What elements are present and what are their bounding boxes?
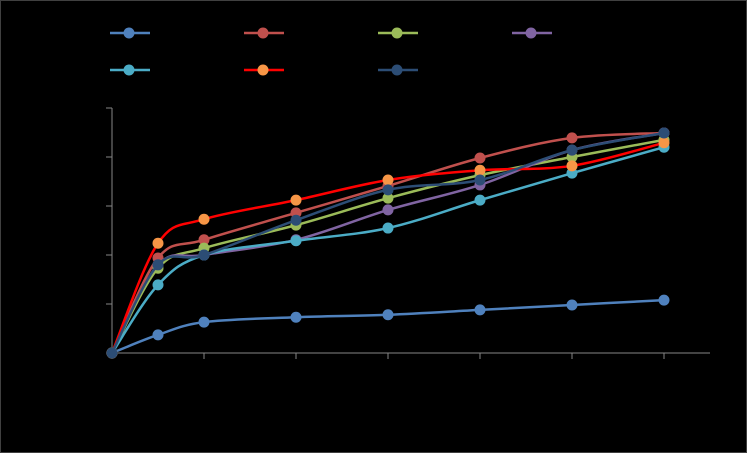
data-point: [382, 204, 394, 216]
legend-marker: [123, 64, 135, 76]
data-point: [290, 235, 302, 247]
data-point: [566, 144, 578, 156]
data-point: [566, 160, 578, 172]
data-point: [382, 174, 394, 186]
data-point: [474, 152, 486, 164]
data-point: [658, 137, 670, 149]
data-point: [382, 309, 394, 321]
legend-marker: [257, 64, 269, 76]
data-point: [566, 132, 578, 144]
data-point: [474, 304, 486, 316]
data-point: [474, 194, 486, 206]
data-point: [566, 299, 578, 311]
data-point: [198, 213, 210, 225]
data-point: [382, 222, 394, 234]
legend-marker: [391, 27, 403, 39]
data-point: [198, 249, 210, 261]
data-point: [658, 127, 670, 139]
legend-marker: [525, 27, 537, 39]
data-point: [474, 174, 486, 186]
data-point: [658, 294, 670, 306]
data-point: [152, 279, 164, 291]
data-point: [290, 311, 302, 323]
data-point: [290, 214, 302, 226]
legend-marker: [257, 27, 269, 39]
data-point: [474, 164, 486, 176]
data-point: [152, 237, 164, 249]
legend-marker: [123, 27, 135, 39]
data-point: [106, 347, 118, 359]
data-point: [198, 316, 210, 328]
legend-marker: [391, 64, 403, 76]
data-point: [382, 192, 394, 204]
data-point: [198, 234, 210, 246]
data-point: [152, 259, 164, 271]
data-point: [382, 184, 394, 196]
data-point: [152, 329, 164, 341]
data-point: [290, 194, 302, 206]
